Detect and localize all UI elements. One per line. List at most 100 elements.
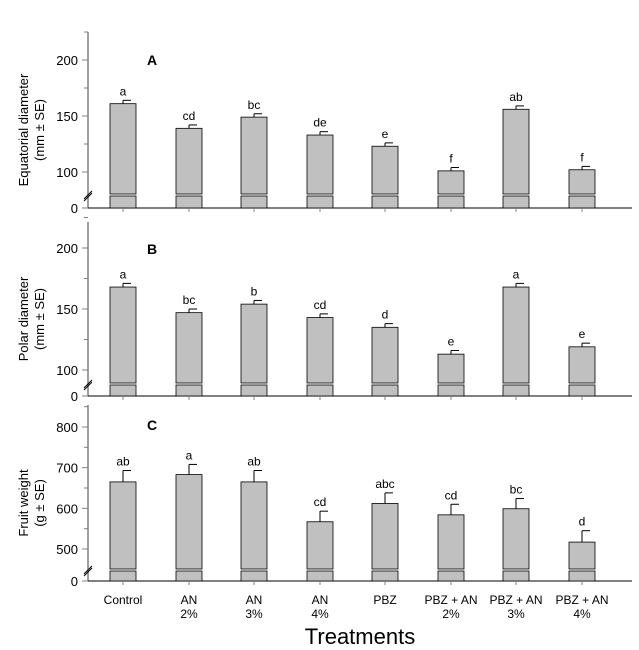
y-tick-label: 200 bbox=[56, 53, 78, 68]
significance-letter: a bbox=[120, 267, 127, 281]
y-axis-title: (mm ± SE) bbox=[32, 99, 47, 161]
bar-base bbox=[175, 384, 203, 397]
bar-base bbox=[371, 384, 399, 397]
y-axis-title: Equatorial diameter bbox=[16, 73, 31, 186]
bar bbox=[240, 481, 268, 570]
panel-label: B bbox=[147, 241, 157, 257]
y-tick-label: 0 bbox=[71, 201, 78, 216]
bar-base bbox=[109, 384, 137, 397]
significance-letter: b bbox=[251, 284, 258, 298]
significance-letter: bc bbox=[510, 483, 523, 497]
bar bbox=[306, 521, 334, 570]
bar bbox=[568, 541, 596, 570]
bar bbox=[109, 481, 137, 570]
bar bbox=[437, 353, 465, 384]
significance-letter: a bbox=[120, 84, 127, 98]
x-tick-label: 3% bbox=[507, 607, 525, 621]
bar bbox=[437, 514, 465, 570]
bar bbox=[175, 312, 203, 384]
significance-letter: a bbox=[513, 267, 520, 281]
bar-base bbox=[240, 570, 268, 582]
bar bbox=[306, 134, 334, 195]
bar-base bbox=[502, 195, 530, 209]
y-tick-label: 500 bbox=[56, 542, 78, 557]
bar bbox=[502, 508, 530, 570]
x-tick-label: 3% bbox=[245, 607, 263, 621]
significance-letter: a bbox=[186, 448, 193, 462]
bar bbox=[175, 474, 203, 570]
axis-break-mark bbox=[83, 381, 93, 391]
significance-letter: ab bbox=[116, 455, 130, 469]
significance-letter: d bbox=[382, 308, 389, 322]
bar-base bbox=[568, 384, 596, 397]
bar bbox=[568, 346, 596, 384]
bar-base bbox=[109, 195, 137, 209]
axis-break-mark bbox=[83, 190, 93, 200]
significance-letter: cd bbox=[183, 109, 196, 123]
y-tick-label: 700 bbox=[56, 461, 78, 476]
bar-base bbox=[175, 195, 203, 209]
bar-base bbox=[437, 570, 465, 582]
significance-letter: e bbox=[382, 127, 389, 141]
bar-base bbox=[502, 570, 530, 582]
bar bbox=[371, 326, 399, 384]
significance-letter: ab bbox=[509, 90, 523, 104]
bar bbox=[502, 286, 530, 384]
bar bbox=[502, 108, 530, 195]
significance-letter: cd bbox=[445, 488, 458, 502]
bar bbox=[109, 286, 137, 384]
significance-letter: cd bbox=[314, 495, 327, 509]
x-tick-label: Control bbox=[104, 593, 143, 607]
x-tick-label: 4% bbox=[311, 607, 329, 621]
bar-base bbox=[437, 195, 465, 209]
y-axis-title: (mm ± SE) bbox=[32, 288, 47, 350]
bar bbox=[240, 116, 268, 195]
significance-letter: bc bbox=[248, 98, 261, 112]
bar bbox=[371, 145, 399, 195]
bar-base bbox=[240, 195, 268, 209]
y-tick-label: 800 bbox=[56, 420, 78, 435]
panel-label: A bbox=[147, 52, 157, 68]
significance-letter: cd bbox=[314, 298, 327, 312]
y-axis-title: Fruit weight bbox=[16, 469, 31, 537]
bar-base bbox=[568, 570, 596, 582]
y-tick-label: 100 bbox=[56, 165, 78, 180]
x-tick-label: AN bbox=[312, 593, 329, 607]
axis-break-mark bbox=[83, 567, 93, 577]
x-tick-label: PBZ bbox=[373, 593, 396, 607]
axis-break-mark bbox=[83, 565, 93, 575]
x-tick-label: PBZ + AN bbox=[555, 593, 608, 607]
bar-base bbox=[306, 195, 334, 209]
y-tick-label: 100 bbox=[56, 363, 78, 378]
x-axis-title: Treatments bbox=[305, 624, 415, 649]
x-tick-label: 4% bbox=[573, 607, 591, 621]
y-axis-title: (g ± SE) bbox=[32, 479, 47, 527]
bar-base bbox=[175, 570, 203, 582]
significance-letter: e bbox=[579, 327, 586, 341]
bar-base bbox=[371, 570, 399, 582]
panel-label: C bbox=[147, 417, 157, 433]
bar bbox=[371, 503, 399, 570]
y-tick-label: 200 bbox=[56, 241, 78, 256]
x-tick-label: AN bbox=[246, 593, 263, 607]
y-tick-label: 150 bbox=[56, 109, 78, 124]
bar bbox=[175, 127, 203, 195]
significance-letter: e bbox=[448, 334, 455, 348]
bar-base bbox=[568, 195, 596, 209]
bar-base bbox=[437, 384, 465, 397]
significance-letter: f bbox=[580, 150, 584, 164]
bar bbox=[306, 317, 334, 384]
x-tick-label: PBZ + AN bbox=[489, 593, 542, 607]
y-axis-title: Polar diameter bbox=[16, 276, 31, 361]
y-tick-label: 0 bbox=[71, 574, 78, 589]
x-tick-label: PBZ + AN bbox=[424, 593, 477, 607]
significance-letter: f bbox=[449, 152, 453, 166]
bar-base bbox=[109, 570, 137, 582]
bar-base bbox=[306, 384, 334, 397]
bar bbox=[568, 169, 596, 195]
bar bbox=[437, 170, 465, 195]
axis-break-mark bbox=[83, 192, 93, 202]
significance-letter: d bbox=[579, 515, 586, 529]
significance-letter: de bbox=[313, 116, 327, 130]
